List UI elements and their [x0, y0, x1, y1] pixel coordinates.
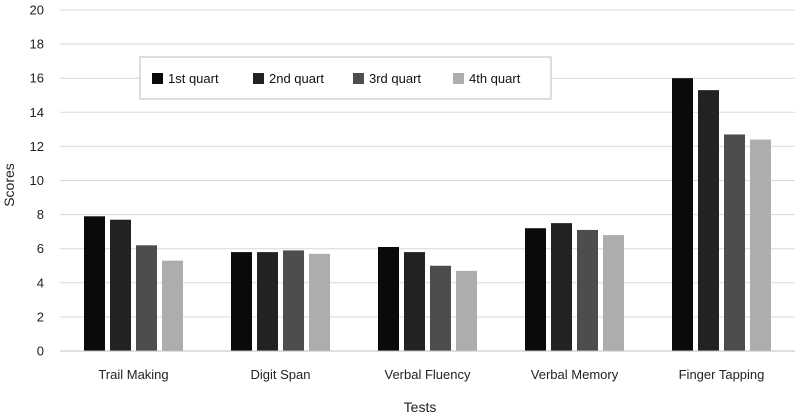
legend-swatch — [453, 73, 464, 84]
legend-label: 1st quart — [168, 71, 219, 86]
bar-3-1 — [136, 245, 157, 351]
y-tick-label: 18 — [30, 37, 44, 52]
y-tick-label: 8 — [37, 207, 44, 222]
y-tick-label: 16 — [30, 71, 44, 86]
bars — [84, 78, 771, 351]
bar-3-4 — [577, 229, 598, 351]
bar-4-1 — [162, 260, 183, 351]
bar-2-1 — [110, 219, 131, 351]
bar-3-3 — [430, 265, 451, 351]
x-category-label: Trail Making — [98, 367, 168, 382]
y-tick-label: 12 — [30, 139, 44, 154]
x-category-label: Verbal Memory — [531, 367, 619, 382]
x-category-label: Finger Tapping — [679, 367, 765, 382]
bar-2-4 — [551, 223, 572, 351]
legend-box — [139, 56, 552, 100]
legend-swatch — [353, 73, 364, 84]
y-tick-label: 10 — [30, 173, 44, 188]
y-axis-title: Scores — [1, 163, 17, 207]
y-tick-label: 6 — [37, 241, 44, 256]
legend: 1st quart 2nd quart 3rd quart 4th quart — [139, 56, 552, 100]
y-tick-label: 14 — [30, 105, 44, 120]
bar-1-1 — [84, 216, 105, 351]
bar-1-2 — [231, 252, 252, 351]
bar-2-2 — [257, 252, 278, 351]
bar-1-5 — [672, 78, 693, 351]
y-tick-label: 0 — [37, 344, 44, 359]
y-tick-label: 2 — [37, 309, 44, 324]
x-category-label: Verbal Fluency — [385, 367, 471, 382]
y-tick-label: 20 — [30, 3, 44, 18]
bar-2-3 — [404, 252, 425, 351]
y-tick-label: 4 — [37, 275, 44, 290]
legend-label: 3rd quart — [369, 71, 421, 86]
legend-label: 4th quart — [469, 71, 521, 86]
y-axis-ticks: 0 2 4 6 8 10 12 14 16 18 20 — [30, 3, 44, 359]
x-axis-title: Tests — [404, 399, 437, 415]
bar-1-4 — [525, 228, 546, 351]
bar-4-2 — [309, 253, 330, 351]
x-axis-categories: Trail Making Digit Span Verbal Fluency Verb… — [98, 367, 764, 382]
x-category-label: Digit Span — [251, 367, 311, 382]
bar-4-4 — [603, 235, 624, 351]
legend-label: 2nd quart — [269, 71, 324, 86]
legend-swatch — [253, 73, 264, 84]
bar-2-5 — [698, 90, 719, 351]
bar-3-5 — [724, 134, 745, 351]
legend-swatch — [152, 73, 163, 84]
bar-4-5 — [750, 139, 771, 351]
bar-3-2 — [283, 250, 304, 351]
bar-4-3 — [456, 270, 477, 351]
bar-1-3 — [378, 246, 399, 351]
